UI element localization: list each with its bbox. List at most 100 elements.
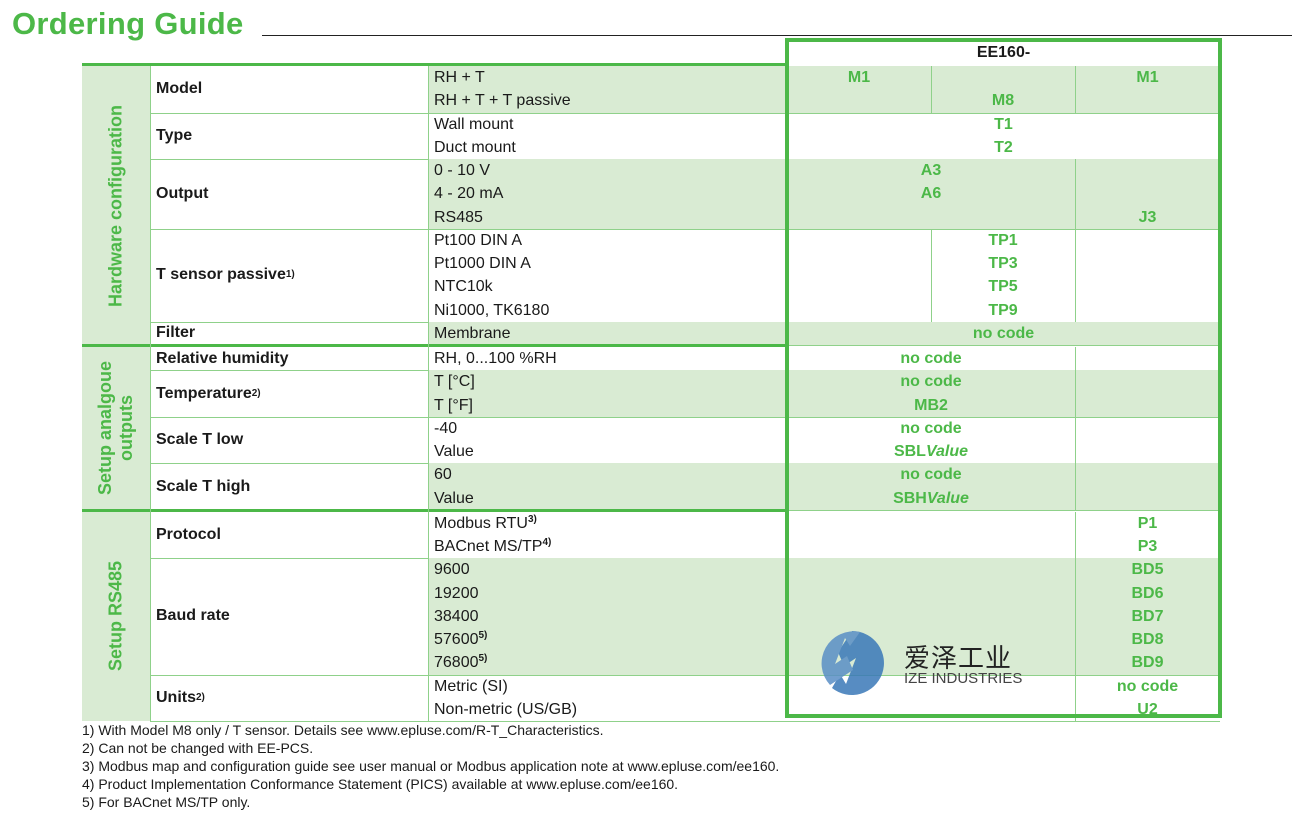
code-cell: no code	[787, 347, 1075, 370]
code-cell	[1075, 463, 1220, 510]
option-label: 0 - 10 V	[434, 162, 491, 179]
options-cell: Membrane	[428, 321, 787, 345]
footnotes: 1) With Model M8 only / T sensor. Detail…	[82, 721, 779, 811]
option-label: RH + T + T passive	[434, 92, 571, 110]
code-cell: P1 P3	[1075, 511, 1220, 559]
column-divider	[1075, 159, 1076, 229]
code-cell: M8	[931, 66, 1075, 113]
options-cell: 0 - 10 V 4 - 20 mA RS485	[428, 159, 787, 229]
option-item: NTC10k	[434, 275, 493, 298]
option-item: Non-metric (US/GB)	[434, 698, 577, 721]
section-label: Setup analgoue outputs	[95, 361, 136, 496]
option-item: Metric (SI)	[434, 675, 508, 698]
param-label: Model	[156, 80, 203, 98]
option-label: Pt100 DIN A	[434, 231, 523, 249]
option-item: 60	[434, 463, 452, 486]
param-cell: Filter	[150, 322, 428, 345]
order-code: TP1	[988, 231, 1018, 249]
option-item: Value	[434, 440, 474, 463]
order-code: BD8	[1131, 631, 1164, 648]
option-item: RH + T	[434, 66, 485, 89]
option-label: T [°F]	[434, 396, 473, 414]
column-divider	[1075, 463, 1076, 510]
order-code: TP9	[988, 301, 1018, 319]
code-cell	[1075, 347, 1220, 371]
param-label: Output	[156, 184, 209, 202]
option-item: Ni1000, TK6180	[434, 299, 549, 322]
code-cell: TP1 TP3 TP5 TP9	[931, 228, 1075, 322]
footnote: 2) Can not be changed with EE-PCS.	[82, 740, 314, 756]
watermark-name-cn: 爱泽工业	[904, 643, 1013, 673]
code-cell: A3 A6	[787, 159, 1075, 229]
param-label: Scale T low	[156, 431, 244, 448]
option-label: 4 - 20 mA	[434, 185, 504, 203]
section-divider	[82, 344, 787, 347]
options-cell: 60 Value	[428, 463, 787, 510]
order-code: A6	[920, 185, 942, 203]
column-divider	[1075, 416, 1076, 464]
options-cell: 9600 19200 38400 576005) 768005)	[428, 558, 787, 675]
code-cell	[1075, 370, 1220, 417]
order-code: M1	[847, 69, 871, 86]
code-cell: M1	[787, 66, 931, 113]
order-code: M1	[1136, 69, 1159, 86]
column-divider	[1075, 347, 1076, 371]
option-label: -40	[434, 419, 458, 437]
section-label: Hardware configuration	[105, 104, 126, 307]
title-rule	[262, 35, 1292, 36]
option-label: RH + T	[434, 69, 485, 86]
code-cell: no code U2	[1075, 674, 1220, 721]
order-code: no code	[900, 419, 962, 437]
code-cell	[1075, 228, 1220, 322]
column-divider	[1075, 370, 1076, 417]
option-label: 76800	[434, 654, 479, 672]
section-0: Hardware configuration	[82, 66, 150, 345]
order-code: MB2	[914, 396, 948, 414]
section-divider	[82, 63, 787, 66]
param-cell: Output	[150, 159, 428, 229]
code-cell: no code	[787, 321, 1220, 345]
option-label: 60	[434, 466, 452, 484]
param-cell: Protocol	[150, 512, 428, 559]
param-cell: Relative humidity	[150, 347, 428, 370]
options-cell: Metric (SI) Non-metric (US/GB)	[428, 675, 787, 722]
watermark-logo	[816, 627, 1036, 699]
order-code: M8	[991, 92, 1015, 110]
order-code: no code	[900, 466, 962, 484]
param-label: Baud rate	[156, 607, 230, 625]
options-cell: Pt100 DIN A Pt1000 DIN A NTC10k Ni1000, TK6…	[428, 229, 787, 322]
option-label: 9600	[434, 561, 470, 579]
order-code: no code	[900, 350, 962, 367]
option-item: RH + T + T passive	[434, 89, 571, 112]
param-label: Relative humidity	[156, 349, 289, 367]
row-divider	[150, 112, 1220, 114]
param-cell: Scale T high	[150, 463, 428, 510]
page-title: Ordering Guide	[12, 6, 244, 41]
code-cell: BD5 BD6 BD7 BD8 BD9	[1075, 558, 1220, 675]
code-cell: no code MB2	[787, 370, 1075, 417]
option-item: RH, 0...100 %RH	[434, 347, 557, 370]
param-label: Scale T high	[156, 477, 251, 495]
column-divider	[1075, 66, 1076, 113]
row-divider	[150, 416, 1220, 418]
option-label: 38400	[434, 607, 479, 625]
code-cell	[787, 229, 931, 322]
option-item: BACnet MS/TP4)	[434, 535, 551, 558]
option-item: Duct mount	[434, 136, 516, 159]
options-cell: -40 Value	[428, 417, 787, 464]
option-item: 4 - 20 mA	[434, 182, 503, 205]
order-code: no code	[900, 373, 962, 391]
option-label: T [°C]	[434, 373, 475, 391]
code-cell: no code SBLValue	[787, 417, 1075, 464]
order-code: TP5	[988, 278, 1018, 296]
option-item: RS485	[434, 206, 483, 229]
param-label: Type	[156, 126, 193, 144]
option-label: Metric (SI)	[434, 677, 508, 695]
footnote-ref: 3)	[527, 513, 537, 525]
option-item: -40	[434, 417, 457, 440]
option-label: Value	[434, 443, 474, 460]
footnote: 1) With Model M8 only / T sensor. Detail…	[82, 722, 604, 738]
column-divider	[150, 66, 151, 721]
param-label: Units	[156, 688, 196, 706]
param-label: Protocol	[156, 526, 221, 543]
